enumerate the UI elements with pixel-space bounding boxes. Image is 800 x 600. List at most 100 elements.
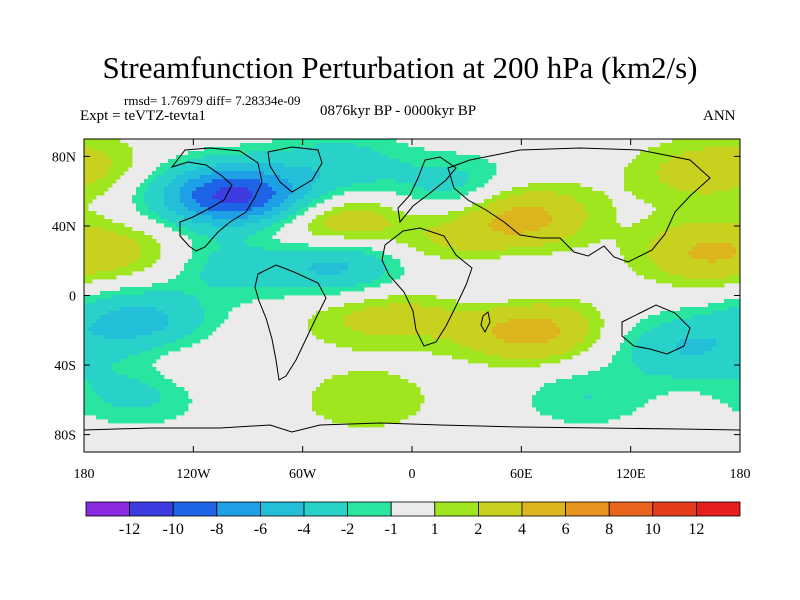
- field-cell: [400, 379, 405, 384]
- field-cell: [316, 291, 321, 296]
- field-cell: [236, 155, 241, 160]
- field-cell: [304, 167, 309, 172]
- field-cell: [272, 279, 277, 284]
- field-cell: [200, 327, 205, 332]
- field-cell: [448, 335, 453, 340]
- field-cell: [252, 283, 257, 288]
- field-cell: [420, 335, 425, 340]
- field-cell: [180, 155, 185, 160]
- field-cell: [152, 351, 157, 356]
- field-cell: [204, 263, 209, 268]
- field-cell: [384, 403, 389, 408]
- field-cell: [200, 251, 205, 256]
- field-cell: [164, 195, 169, 200]
- field-cell: [128, 151, 133, 156]
- field-cell: [292, 255, 297, 260]
- field-cell: [364, 275, 369, 280]
- field-cell: [404, 319, 409, 324]
- field-cell: [480, 339, 485, 344]
- field-cell: [184, 303, 189, 308]
- field-cell: [444, 351, 449, 356]
- field-cell: [336, 291, 341, 296]
- field-cell: [340, 139, 345, 144]
- field-cell: [420, 187, 425, 192]
- field-cell: [108, 239, 113, 244]
- field-cell: [360, 303, 365, 308]
- field-cell: [484, 207, 489, 212]
- field-cell: [244, 147, 249, 152]
- field-cell: [336, 415, 341, 420]
- field-cell: [96, 407, 101, 412]
- field-cell: [356, 223, 361, 228]
- field-cell: [216, 235, 221, 240]
- field-cell: [340, 211, 345, 216]
- field-cell: [456, 323, 461, 328]
- field-cell: [176, 287, 181, 292]
- field-cell: [108, 411, 113, 416]
- field-cell: [96, 151, 101, 156]
- field-cell: [504, 351, 509, 356]
- field-cell: [196, 295, 201, 300]
- field-cell: [360, 407, 365, 412]
- field-cell: [280, 143, 285, 148]
- field-cell: [296, 175, 301, 180]
- field-cell: [468, 303, 473, 308]
- field-cell: [132, 299, 137, 304]
- field-cell: [184, 335, 189, 340]
- field-cell: [140, 303, 145, 308]
- field-cell: [104, 147, 109, 152]
- field-cell: [384, 167, 389, 172]
- field-cell: [216, 211, 221, 216]
- field-cell: [120, 287, 125, 292]
- field-cell: [136, 255, 141, 260]
- field-cell: [468, 167, 473, 172]
- field-cell: [276, 283, 281, 288]
- field-cell: [248, 283, 253, 288]
- field-cell: [324, 175, 329, 180]
- field-cell: [380, 219, 385, 224]
- field-cell: [252, 191, 257, 196]
- field-cell: [520, 359, 525, 364]
- field-cell: [148, 343, 153, 348]
- field-cell: [372, 259, 377, 264]
- field-cell: [216, 215, 221, 220]
- field-cell: [96, 323, 101, 328]
- field-cell: [360, 263, 365, 268]
- field-cell: [88, 359, 93, 364]
- field-cell: [472, 323, 477, 328]
- field-cell: [272, 263, 277, 268]
- field-cell: [104, 307, 109, 312]
- field-cell: [412, 335, 417, 340]
- field-cell: [348, 319, 353, 324]
- field-cell: [460, 327, 465, 332]
- field-cell: [460, 183, 465, 188]
- field-cell: [348, 303, 353, 308]
- field-cell: [92, 351, 97, 356]
- field-cell: [348, 267, 353, 272]
- field-cell: [128, 387, 133, 392]
- field-cell: [408, 147, 413, 152]
- field-cell: [104, 219, 109, 224]
- field-cell: [420, 295, 425, 300]
- field-cell: [172, 399, 177, 404]
- field-cell: [124, 331, 129, 336]
- field-cell: [500, 351, 505, 356]
- field-cell: [232, 231, 237, 236]
- field-cell: [304, 243, 309, 248]
- field-cell: [204, 215, 209, 220]
- field-cell: [512, 207, 517, 212]
- field-cell: [196, 175, 201, 180]
- field-cell: [256, 203, 261, 208]
- field-cell: [244, 159, 249, 164]
- field-cell: [456, 319, 461, 324]
- field-cell: [252, 227, 257, 232]
- field-cell: [208, 247, 213, 252]
- field-cell: [300, 195, 305, 200]
- field-cell: [436, 299, 441, 304]
- field-cell: [492, 163, 497, 168]
- field-cell: [484, 339, 489, 344]
- field-cell: [88, 175, 93, 180]
- field-cell: [132, 395, 137, 400]
- field-cell: [200, 243, 205, 248]
- field-cell: [84, 399, 89, 404]
